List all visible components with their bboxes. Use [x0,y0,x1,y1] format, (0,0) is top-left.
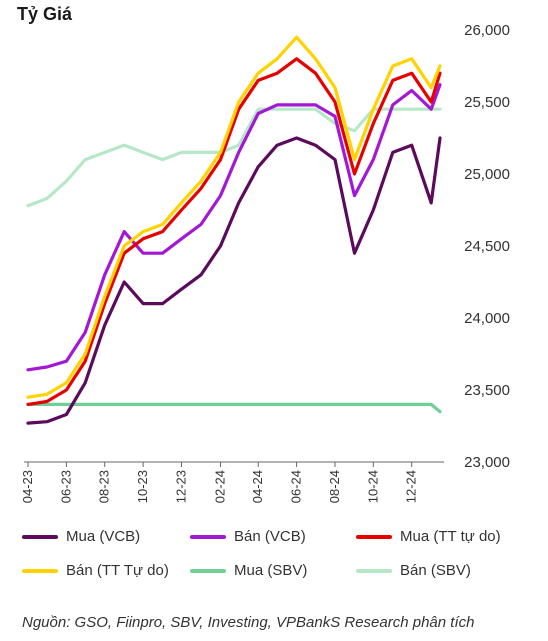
y-tick-label: 24,500 [464,238,510,255]
legend-label: Mua (TT tự do) [400,528,501,545]
legend-item-ban-tt: Bán (TT Tự do) [22,562,169,579]
source-note: Nguồn: GSO, Fiinpro, SBV, Investing, VPB… [22,614,475,631]
x-tick-label: 06-24 [289,470,304,503]
series-line-4 [26,402,442,414]
x-tick-label: 08-24 [327,470,342,503]
legend-item-ban-vcb: Bán (VCB) [190,528,306,545]
y-tick-label: 24,000 [464,310,510,327]
series-line-0 [26,136,442,425]
legend-item-ban-sbv: Bán (SBV) [356,562,471,579]
legend-label: Bán (VCB) [234,528,306,545]
legend-item-mua-sbv: Mua (SBV) [190,562,307,579]
legend-label: Bán (TT Tự do) [66,562,169,579]
x-tick-label: 04-24 [250,470,265,503]
x-tick-label: 10-24 [365,470,380,503]
legend-swatch [190,568,226,573]
x-tick-label: 12-23 [173,470,188,503]
x-tick-label: 12-24 [404,470,419,503]
legend-swatch [22,568,58,573]
axes [24,461,444,467]
series-line-3 [26,35,442,399]
legend-swatch [356,568,392,573]
series-line-2 [26,57,442,406]
legend-label: Bán (SBV) [400,562,471,579]
x-tick-labels: 04-23 06-23 08-23 10-23 12-23 02-24 04-24 06-24… [20,470,419,503]
y-tick-labels: 23,000 23,500 24,000 24,500 25,000 25,500 26,0… [464,22,510,471]
legend-swatch [356,534,392,539]
y-tick-label: 23,500 [464,382,510,399]
y-tick-label: 23,000 [464,454,510,471]
series-lines [26,35,442,425]
series-line-1 [26,83,442,372]
legend-item-mua-tt: Mua (TT tự do) [356,528,501,545]
x-tick-label: 08-23 [97,470,112,503]
legend-item-mua-vcb: Mua (VCB) [22,528,140,545]
chart-title: Tỷ Giá [17,4,73,24]
legend-label: Mua (SBV) [234,562,308,579]
x-tick-label: 10-23 [135,470,150,503]
exchange-rate-chart: 23,000 23,500 24,000 24,500 25,000 25,500 26,0… [20,22,510,503]
x-tick-label: 02-24 [212,470,227,503]
y-tick-label: 26,000 [464,22,510,39]
x-tick-label: 04-23 [20,470,35,503]
legend-swatch [190,534,226,539]
legend-swatch [22,534,58,539]
y-tick-label: 25,000 [464,166,510,183]
y-tick-label: 25,500 [464,94,510,111]
x-tick-label: 06-23 [58,470,73,503]
legend: Mua (VCB) Bán (VCB) Mua (TT tự do) Bán (… [0,522,548,592]
legend-label: Mua (VCB) [66,528,141,545]
